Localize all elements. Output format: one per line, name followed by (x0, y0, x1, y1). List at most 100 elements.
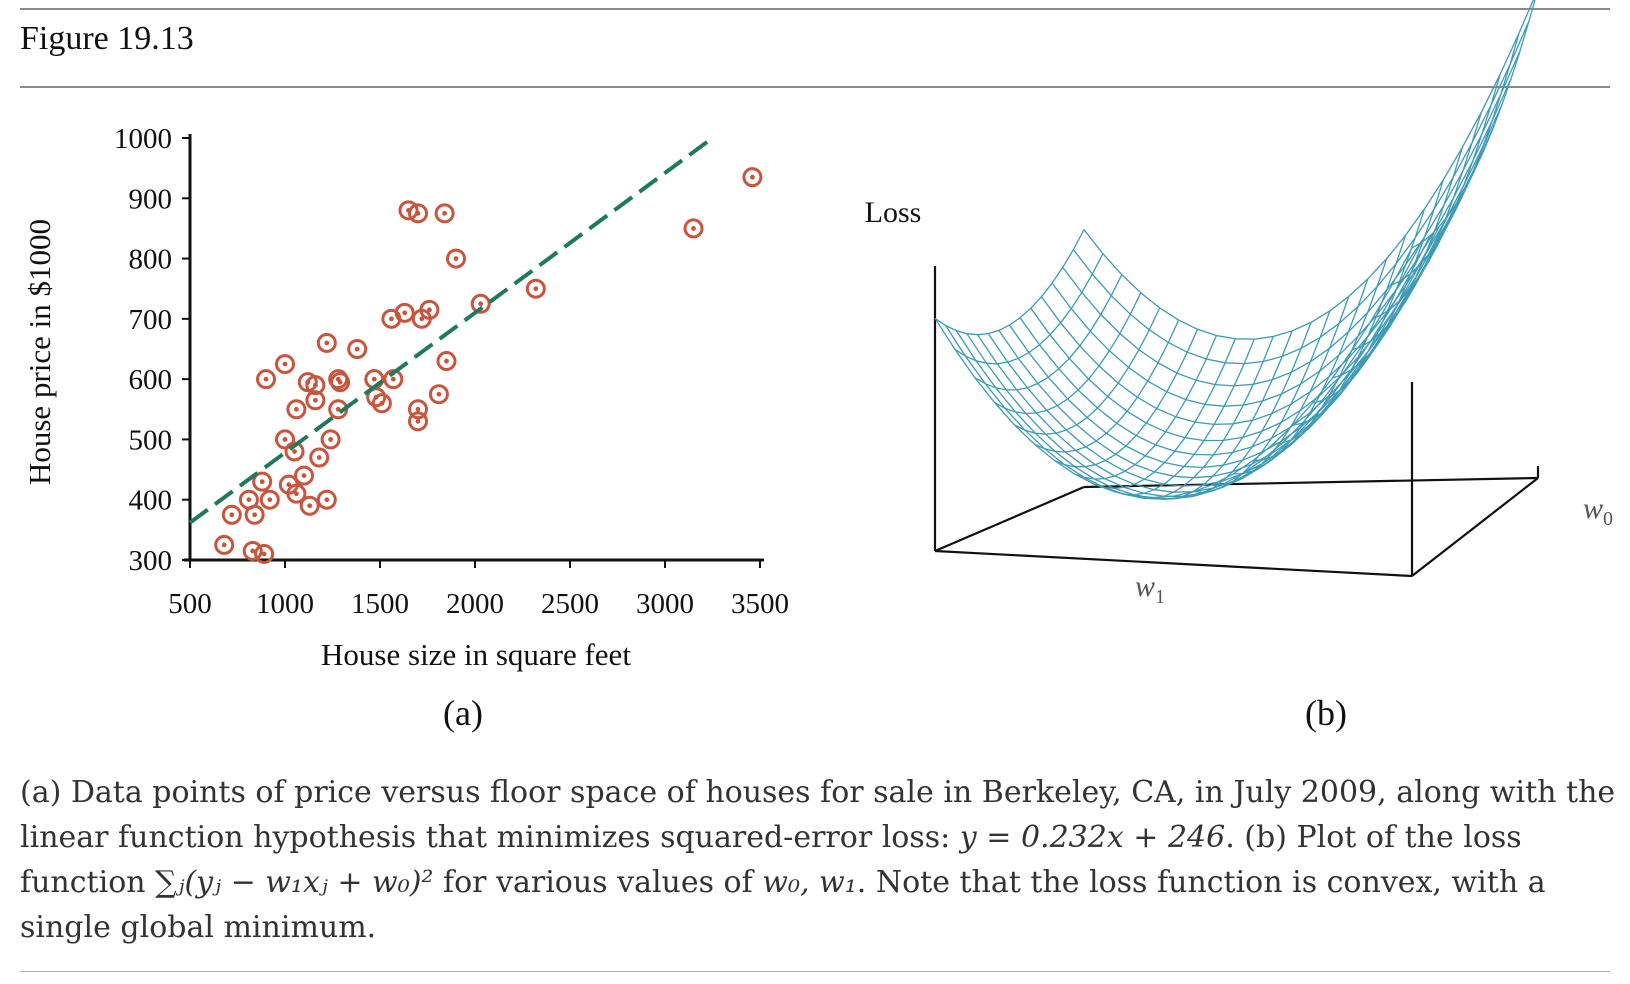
surface-mesh (934, 0, 1536, 500)
surface-panel: Loss w1 w0 (b) (865, 0, 1613, 733)
mesh-line (994, 292, 1142, 415)
mesh-line (1040, 104, 1503, 426)
mesh-line (966, 226, 1440, 497)
x-axis-label: House size in square feet (321, 637, 631, 672)
mesh-line (934, 247, 1413, 499)
loss-function-formula: ∑ⱼ(yⱼ − w₁xⱼ + w₀)² (155, 865, 434, 900)
scatter-points (214, 167, 763, 564)
caption-text: . (b) Plot of the loss (1225, 820, 1522, 855)
panel-label-b: (b) (1305, 693, 1347, 733)
x-tick-label: 1500 (351, 588, 409, 620)
data-point (275, 354, 295, 375)
mesh-line (1312, 179, 1445, 404)
box-edge (934, 485, 1085, 553)
mesh-line (1173, 322, 1312, 498)
bottom-rule (20, 971, 1610, 972)
regression-equation: y = 0.232x + 246 (959, 820, 1226, 855)
x-tick-label: 1000 (256, 588, 314, 620)
data-point (525, 278, 546, 299)
mesh-line (1014, 307, 1161, 435)
w0-axis-line (1411, 477, 1539, 577)
data-point (214, 534, 235, 555)
w1-axis-label: w1 (1135, 570, 1165, 608)
figure-caption: (a) Data points of price versus floor sp… (20, 770, 1616, 950)
fit-line (188, 136, 714, 525)
data-point (446, 248, 466, 269)
y-tick-label: 300 (129, 545, 173, 577)
data-point (742, 167, 763, 188)
data-point (434, 203, 455, 224)
data-point (419, 299, 440, 320)
mesh-line (1213, 296, 1350, 486)
mesh-line (1233, 278, 1369, 475)
box-edge (1083, 476, 1539, 489)
data-point (436, 351, 457, 372)
data-point (408, 203, 428, 224)
figure-title: Figure 19.13 (20, 20, 194, 57)
data-point (394, 302, 415, 323)
mesh-line (1093, 338, 1236, 490)
x-tick-label: 2000 (446, 588, 504, 620)
data-point (320, 429, 341, 450)
x-tick-label: 500 (168, 588, 212, 620)
mesh-line (1054, 329, 1199, 468)
mesh-line (1391, 32, 1520, 286)
data-point (470, 293, 491, 314)
data-point (408, 399, 428, 420)
title-rule (20, 86, 1610, 88)
panel-label-a: (a) (443, 693, 483, 733)
data-point (286, 483, 307, 504)
surface-box-front (934, 382, 1540, 578)
data-point (238, 489, 259, 510)
y-tick-label: 800 (129, 244, 173, 276)
top-rule (20, 8, 1610, 10)
data-point (428, 384, 449, 405)
y-tick-label: 400 (129, 485, 173, 517)
w1-axis-line (934, 549, 1413, 578)
scatter-ticks: 1000 900 800 700 600 500 400 300 500 1000 1500 2000… (114, 123, 789, 620)
data-point (259, 489, 280, 510)
caption-text: linear function hypothesis that minimize… (20, 820, 960, 855)
mesh-line (1034, 319, 1180, 453)
data-point (286, 399, 307, 420)
scatter-panel: 1000 900 800 700 600 500 400 300 500 1000 1500 2000… (22, 123, 789, 733)
caption-line-3: function ∑ⱼ(yⱼ − w₁xⱼ + w₀)² for various… (20, 860, 1610, 905)
surface-box-back (933, 266, 1539, 553)
x-tick-label: 2500 (541, 588, 599, 620)
y-tick-label: 1000 (114, 123, 172, 155)
loss-axis-label: Loss (865, 196, 922, 229)
mesh-line (1411, 0, 1536, 249)
y-axis-label: House price in $1000 (22, 219, 57, 485)
w0-axis-label: w0 (1583, 492, 1613, 530)
caption-line-1: (a) Data points of price versus floor sp… (20, 775, 1616, 810)
data-point (299, 495, 320, 516)
data-point (284, 441, 305, 462)
data-point (254, 543, 275, 564)
y-tick-label: 600 (129, 364, 173, 396)
x-tick-label: 3500 (731, 588, 789, 620)
caption-line-2: linear function hypothesis that minimize… (20, 815, 1610, 860)
weights-notation: w₀, w₁ (762, 865, 857, 900)
mesh-line (1030, 128, 1494, 442)
mesh-line (954, 253, 1104, 365)
mesh-line (974, 274, 1123, 391)
y-tick-label: 900 (129, 183, 173, 215)
mesh-line (1352, 112, 1482, 351)
caption-text: for various values of (433, 865, 763, 900)
mesh-line (987, 202, 1458, 487)
data-point (316, 332, 337, 353)
mesh-line (977, 215, 1449, 493)
data-point (330, 372, 351, 393)
caption-text: . Note that the loss function is convex,… (856, 865, 1546, 900)
data-point (309, 447, 330, 468)
data-point (305, 375, 326, 396)
data-point (371, 393, 392, 414)
caption-text: function (20, 865, 156, 900)
data-point (221, 504, 242, 525)
data-point (683, 218, 704, 239)
y-tick-label: 700 (129, 304, 173, 336)
data-point (305, 390, 326, 411)
mesh-line (1292, 208, 1426, 426)
data-point (408, 411, 428, 432)
